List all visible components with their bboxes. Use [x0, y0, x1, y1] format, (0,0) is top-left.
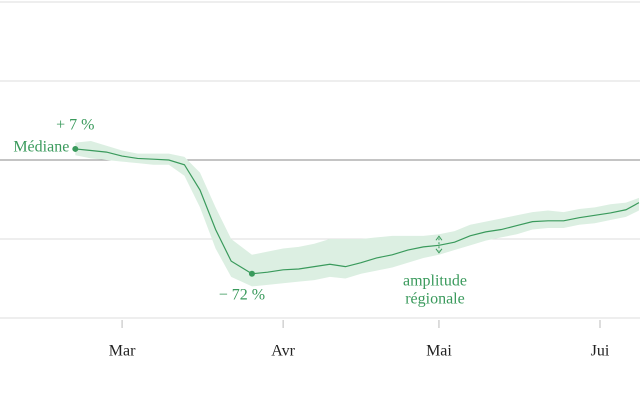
arrow-head [435, 235, 443, 241]
median-line [75, 148, 640, 275]
arrow-head [435, 248, 443, 254]
point [248, 270, 255, 277]
series-label: Médiane [13, 139, 69, 156]
x-tick-label: Avr [271, 343, 295, 360]
value-label: − 72 % [219, 286, 265, 303]
annotation: amplitude [403, 273, 467, 290]
x-tick-label: Mai [426, 343, 452, 360]
range-band [75, 141, 639, 287]
x-tick-label: Jui [591, 343, 610, 360]
value-label: + 7 % [56, 117, 94, 134]
annotation: régionale [405, 291, 465, 308]
point [72, 145, 79, 152]
x-tick-label: Mar [109, 343, 136, 360]
